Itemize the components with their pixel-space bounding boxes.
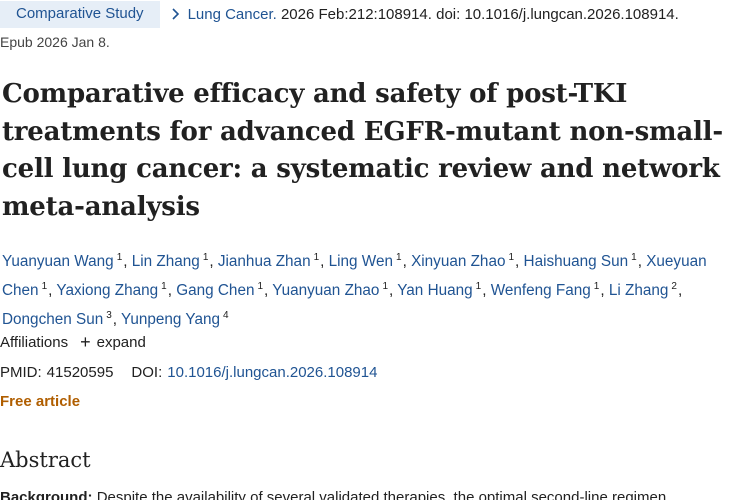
doi-link[interactable]: 10.1016/j.lungcan.2026.108914 [167,364,378,381]
citation-line: Lung Cancer. 2026 Feb:212:108914. doi: 1… [188,6,679,23]
author-separator: , [482,282,491,299]
author-link[interactable]: Wenfeng Fang [490,282,591,299]
free-article-label: Free article [0,393,81,410]
article-title: Comparative efficacy and safety of post-… [2,79,723,222]
affiliation-ref[interactable]: 1 [41,281,48,292]
expand-affiliations-button[interactable]: + expand [80,332,146,352]
author-item: Yan Huang 1, [397,281,491,299]
affiliation-ref[interactable]: 1 [257,281,264,292]
author-item: Jianhua Zhan 1, [217,252,329,270]
author-list: Yuanyuan Wang 1, Lin Zhang 1, Jianhua Zhan… [2,245,742,332]
author-separator: , [48,282,57,299]
expand-label: expand [96,334,146,351]
abstract-background: Background: Despite the availability of … [0,489,750,500]
author-item: Wenfeng Fang 1, [490,281,609,299]
background-text: Despite the availability of several vali… [96,489,667,500]
pmid-value: 41520595 [46,364,114,381]
author-link[interactable]: Yaxiong Zhang [56,282,159,299]
background-label: Background: [0,489,93,500]
affiliation-ref[interactable]: 1 [382,281,388,292]
affiliation-ref[interactable]: 1 [593,281,600,292]
author-separator: , [123,253,132,270]
author-item: Ling Wen 1, [328,252,412,270]
article-type-badge[interactable]: Comparative Study [0,0,160,28]
author-link[interactable]: Yan Huang [397,282,473,299]
author-separator: , [167,282,177,299]
author-item: Yaxiong Zhang 1, [56,281,177,299]
author-link[interactable]: Lin Zhang [131,253,200,270]
author-item: Gang Chen 1, [176,281,273,299]
affiliation-ref[interactable]: 1 [475,281,482,292]
author-separator: , [515,253,524,270]
author-separator: , [600,282,609,299]
identifiers-row: PMID: 41520595 DOI: 10.1016/j.lungcan.20… [0,364,377,381]
author-link[interactable]: Yunpeng Yang [121,311,220,328]
author-item: Yunpeng Yang 4 [121,310,230,328]
author-link[interactable]: Yuanyuan Wang [2,253,114,270]
author-link[interactable]: Gang Chen [176,282,255,299]
author-item: Yuanyuan Zhao 1, [272,281,398,299]
author-item: Xinyuan Zhao 1, [411,252,524,270]
affiliation-ref[interactable]: 4 [222,310,229,321]
author-separator: , [112,311,122,328]
affiliation-ref[interactable]: 1 [313,252,320,263]
doi-label: DOI: [131,364,163,381]
affiliation-ref[interactable]: 3 [106,310,112,321]
author-item: Li Zhang 2, [608,281,683,299]
affiliation-ref[interactable]: 1 [631,252,637,263]
author-link[interactable]: Li Zhang [608,282,669,299]
author-item: Lin Zhang 1, [131,252,218,270]
author-separator: , [637,253,647,270]
author-separator: , [402,253,412,270]
affiliations-row: Affiliations + expand [0,332,146,352]
affiliation-ref[interactable]: 1 [116,252,123,263]
author-link[interactable]: Jianhua Zhan [217,253,311,270]
author-separator: , [677,282,683,299]
author-separator: , [264,282,273,299]
citation-header: Comparative Study Lung Cancer. 2026 Feb:… [0,0,750,28]
author-link[interactable]: Dongchen Sun [2,311,104,328]
epub-date: Epub 2026 Jan 8. [0,34,110,50]
author-separator: , [389,282,398,299]
author-link[interactable]: Xueyuan Chen [2,253,707,299]
author-link[interactable]: Yuanyuan Zhao [272,282,380,299]
author-item: Yuanyuan Wang 1, [2,252,132,270]
author-item: Haishuang Sun 1, [523,252,647,270]
pmid-label: PMID: [0,364,42,381]
author-link[interactable]: Haishuang Sun [523,253,629,270]
citation-details: 2026 Feb:212:108914. doi: 10.1016/j.lung… [280,5,679,23]
affiliation-ref[interactable]: 1 [202,252,209,263]
author-separator: , [209,253,218,270]
abstract-heading: Abstract [0,448,91,472]
author-link[interactable]: Xinyuan Zhao [411,253,506,270]
affiliation-ref[interactable]: 1 [396,252,402,263]
author-item: Dongchen Sun 3, [2,310,122,328]
plus-icon: + [80,332,91,352]
affiliation-ref[interactable]: 1 [508,252,515,263]
journal-link[interactable]: Lung Cancer. [187,5,277,23]
author-link[interactable]: Ling Wen [328,253,393,270]
chevron-right-icon [171,8,179,20]
author-item: Xueyuan Chen 1, [2,253,707,299]
affiliation-ref[interactable]: 1 [161,281,167,292]
affiliation-ref[interactable]: 2 [671,281,677,292]
affiliations-label: Affiliations [0,334,69,351]
author-separator: , [320,253,329,270]
